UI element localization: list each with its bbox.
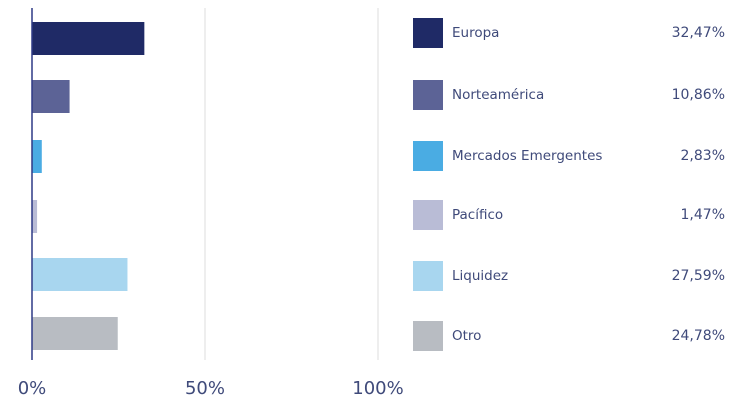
legend-item: Pacífico 1,47% <box>413 200 725 230</box>
legend-swatch <box>413 261 443 291</box>
x-tick-label: 50% <box>185 378 225 399</box>
legend-swatch <box>413 80 443 110</box>
legend-swatch <box>413 141 443 171</box>
legend-value: 10,86% <box>671 87 725 103</box>
legend-label: Otro <box>452 328 482 344</box>
x-tick-label: 100% <box>352 378 403 399</box>
legend-item: Liquidez 27,59% <box>413 261 725 291</box>
legend-swatch <box>413 18 443 48</box>
legend-value: 32,47% <box>671 25 725 41</box>
legend-value: 24,78% <box>671 328 725 344</box>
legend-item: Mercados Emergentes 2,83% <box>413 141 725 171</box>
legend-value: 1,47% <box>680 207 725 223</box>
legend-label: Mercados Emergentes <box>452 148 603 164</box>
legend: Europa 32,47% Norteamérica 10,86% Mercad… <box>413 0 733 401</box>
bar <box>32 140 42 173</box>
legend-swatch <box>413 200 443 230</box>
legend-label: Pacífico <box>452 207 504 223</box>
legend-label: Europa <box>452 25 500 41</box>
bar <box>32 258 128 291</box>
legend-value: 27,59% <box>671 268 725 284</box>
legend-label: Norteamérica <box>452 87 545 103</box>
bar <box>32 22 145 55</box>
legend-item: Otro 24,78% <box>413 321 725 351</box>
legend-item: Europa 32,47% <box>413 18 725 48</box>
x-tick-label: 0% <box>18 378 47 399</box>
bar <box>32 317 118 350</box>
legend-swatch <box>413 321 443 351</box>
bar <box>32 80 70 113</box>
bar <box>32 200 38 233</box>
legend-value: 2,83% <box>680 148 725 164</box>
bar-chart: 0% 50% 100% <box>18 8 404 399</box>
legend-label: Liquidez <box>452 268 509 284</box>
legend-item: Norteamérica 10,86% <box>413 80 725 110</box>
